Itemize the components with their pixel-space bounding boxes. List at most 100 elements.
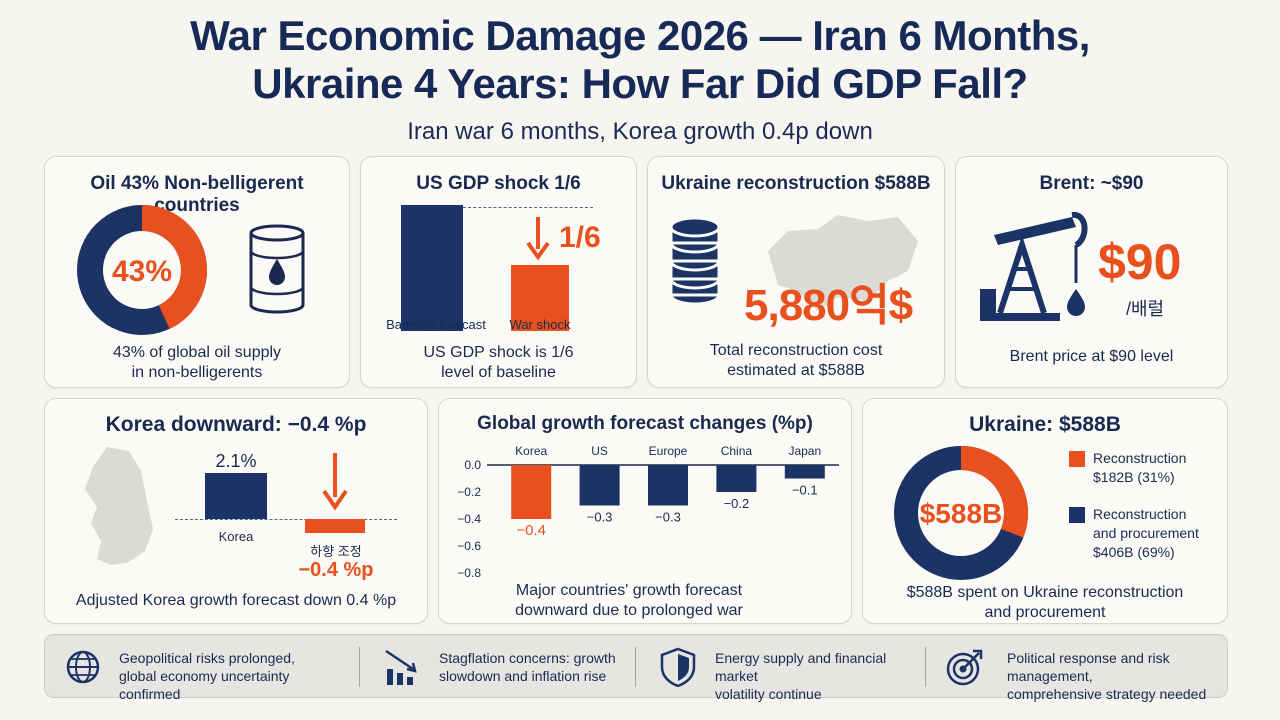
legend-swatch-procurement: [1069, 507, 1085, 523]
ukraine-reconstruction-value: 5,880억$: [744, 281, 913, 330]
y-tick-label: −0.8: [457, 566, 481, 579]
value-label: −0.2: [724, 496, 750, 511]
ukraine-reconstruction-caption: Total reconstruction cost estimated at $…: [648, 341, 944, 381]
y-tick-label: 0.0: [464, 458, 481, 472]
legend-reconstruction-line-2: $182B (31%): [1093, 469, 1175, 485]
down-arrow-icon: [322, 453, 348, 511]
coin-stack-icon: [669, 216, 721, 306]
summary-item-geopolitical: Geopolitical risks prolonged, global eco…: [65, 635, 345, 702]
oil-barrel-icon: [249, 224, 305, 314]
ukraine-donut-chart: $588B: [894, 446, 1028, 580]
down-arrow-icon: [526, 217, 550, 261]
korea-bar-label: Korea: [218, 529, 254, 544]
y-tick-label: −0.2: [457, 485, 481, 499]
us-gdp-card-title: US GDP shock 1/6: [416, 173, 581, 194]
category-label: China: [721, 444, 753, 458]
page-title: War Economic Damage 2026 — Iran 6 Months…: [0, 12, 1280, 108]
ukraine-recon-caption-line-1: Total reconstruction cost: [709, 342, 883, 359]
ukraine-recon-caption-line-2: estimated at $588B: [727, 362, 865, 379]
summary-item-stagflation: Stagflation concerns: growth slowdown an…: [383, 635, 633, 699]
ukraine-split-card: Ukraine: $588B $588B Reconstruction $182…: [862, 398, 1228, 624]
us-gdp-caption-line-1: US GDP shock is 1/6: [423, 344, 574, 361]
bar-korea: [511, 465, 552, 519]
ukraine-reconstruction-card: Ukraine reconstruction $588B 5,880억$ Tot…: [647, 156, 945, 388]
page-subtitle: Iran war 6 months, Korea growth 0.4p dow…: [407, 118, 873, 145]
korea-caption: Adjusted Korea growth forecast down 0.4 …: [75, 592, 397, 609]
ukraine-map-icon: [768, 215, 918, 311]
brent-card: Brent: ~$90 $90 /배럴 Brent price at $90 l…: [955, 156, 1228, 388]
chart-caption-line-1: Major countries' growth forecast: [515, 582, 743, 599]
summary-energy-line-1: Energy supply and financial market: [715, 650, 887, 684]
korea-map-icon: [85, 447, 153, 565]
summary-text-stagflation: Stagflation concerns: growth slowdown an…: [439, 649, 616, 685]
us-gdp-caption: US GDP shock is 1/6 level of baseline: [361, 343, 636, 383]
korea-adjust-bar: [305, 519, 365, 533]
summary-text-energy: Energy supply and financial market volat…: [715, 649, 919, 703]
summary-stagflation-line-1: Stagflation concerns: growth: [439, 650, 616, 666]
y-tick-label: −0.6: [457, 539, 481, 553]
growth-bar-chart: 0.0 −0.2 −0.4 −0.6 −0.8 Korea −0.4 US −0.3 Europe…: [457, 444, 839, 579]
summary-bar: Geopolitical risks prolonged, global eco…: [44, 634, 1228, 702]
value-label: −0.3: [587, 510, 613, 525]
summary-divider: [359, 647, 360, 687]
title-line-2: Ukraine 4 Years: How Far Did GDP Fall?: [252, 60, 1028, 107]
summary-political-line-1: Political response and risk management,: [1007, 650, 1170, 684]
baseline-label: Baseline forecast: [386, 317, 486, 332]
value-label: −0.3: [655, 510, 681, 525]
brent-caption: Brent price at $90 level: [1009, 348, 1174, 365]
global-growth-card: Global growth forecast changes (%p) 0.0 −…: [438, 398, 852, 624]
target-icon: [946, 649, 983, 686]
chart-caption: Major countries' growth forecast downwar…: [479, 581, 779, 621]
value-label: −0.4: [516, 522, 546, 539]
category-label: Japan: [788, 444, 821, 458]
summary-energy-line-2: volatility continue: [715, 686, 822, 702]
korea-adjust-label: 하향 조정: [310, 544, 362, 559]
legend-item-procurement: Reconstruction and procurement $406B (69…: [1093, 505, 1199, 562]
ukraine-donut-label: $588B: [920, 498, 1003, 529]
brent-unit: /배럴: [1126, 299, 1165, 319]
oil-card: Oil 43% Non-belligerent countries 43% 43…: [44, 156, 350, 388]
legend-item-reconstruction: Reconstruction $182B (31%): [1093, 449, 1186, 487]
shield-icon: [660, 647, 696, 687]
category-label: Korea: [515, 444, 547, 458]
category-label: Europe: [649, 444, 688, 458]
bar-china: [716, 465, 757, 492]
summary-stagflation-line-2: slowdown and inflation rise: [439, 668, 607, 684]
us-gdp-card: US GDP shock 1/6 1/6 Baseline forecast W…: [360, 156, 637, 388]
summary-item-political: Political response and risk management, …: [945, 635, 1225, 702]
oil-donut-chart: 43%: [77, 205, 207, 335]
chart-title: Global growth forecast changes (%p): [477, 413, 813, 434]
war-shock-label: War shock: [509, 317, 571, 332]
legend-procurement-line-3: $406B (69%): [1093, 544, 1175, 560]
legend-swatch-reconstruction: [1069, 451, 1085, 467]
bar-japan: [784, 465, 825, 479]
bar-europe: [648, 465, 688, 506]
summary-political-line-2: comprehensive strategy needed: [1007, 686, 1207, 702]
ukraine-split-title: Ukraine: $588B: [969, 413, 1121, 436]
oil-card-title: Oil 43% Non-belligerent countries: [90, 173, 304, 216]
korea-baseline-bar: [205, 473, 267, 519]
korea-adjust-value: −0.4 %p: [298, 559, 374, 581]
ukraine-split-caption: $588B spent on Ukraine reconstruction an…: [863, 583, 1227, 623]
legend-reconstruction-line-1: Reconstruction: [1093, 450, 1187, 466]
baseline-dashed-line: [463, 207, 593, 208]
war-shock-bar: [511, 265, 569, 331]
legend-procurement-line-1: Reconstruction: [1093, 506, 1187, 522]
ukraine-split-caption-line-2: and procurement: [984, 604, 1106, 621]
summary-text-political: Political response and risk management, …: [1007, 649, 1225, 703]
brent-card-title: Brent: ~$90: [1039, 173, 1144, 194]
oil-caption-line-1: 43% of global oil supply: [112, 344, 282, 361]
brent-price: $90: [1098, 234, 1182, 290]
title-line-1: War Economic Damage 2026 — Iran 6 Months…: [190, 12, 1090, 59]
korea-dashed-line: [175, 519, 397, 520]
korea-card: Korea downward: −0.4 %p 2.1% Korea 하향 조정…: [44, 398, 428, 624]
summary-item-energy: Energy supply and financial market volat…: [659, 635, 919, 702]
baseline-bar: [401, 205, 463, 331]
oil-donut-label: 43%: [112, 255, 172, 288]
globe-icon: [66, 650, 100, 684]
chart-caption-line-2: downward due to prolonged war: [515, 602, 743, 619]
bar-us: [579, 465, 620, 506]
category-label: US: [591, 444, 608, 458]
oil-caption-line-2: in non-belligerents: [131, 364, 263, 381]
legend-procurement-line-2: and procurement: [1093, 525, 1199, 541]
